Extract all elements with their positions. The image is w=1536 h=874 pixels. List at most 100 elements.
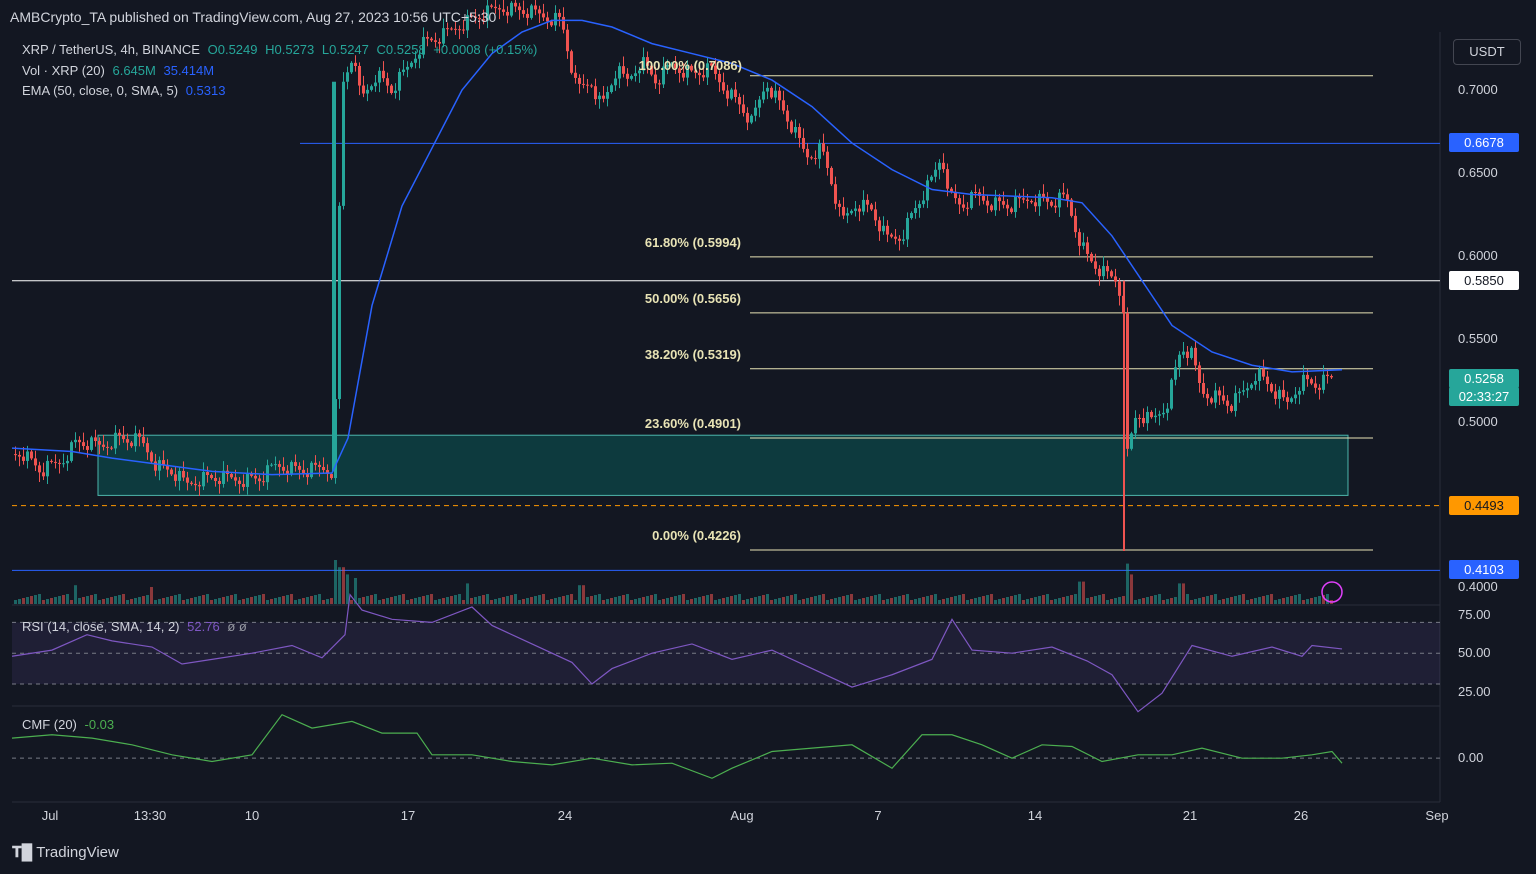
current-price-tag: 0.5258 — [1449, 368, 1519, 388]
volume-bar — [262, 594, 265, 604]
volume-bar — [246, 598, 249, 604]
candle-body — [362, 85, 365, 94]
candle-body — [1146, 411, 1149, 424]
candle-body — [198, 485, 201, 487]
candle-body — [246, 473, 249, 487]
candle-body — [18, 454, 21, 457]
candle-body — [98, 441, 101, 445]
candle-body — [702, 75, 705, 78]
candle-body — [634, 73, 637, 77]
candle-body — [446, 28, 449, 30]
volume-bar — [646, 596, 649, 604]
volume-bar — [122, 594, 125, 604]
candle-body — [674, 63, 677, 69]
candle-body — [350, 62, 353, 73]
volume-bar — [1050, 600, 1053, 604]
currency-button[interactable]: USDT — [1453, 39, 1521, 65]
volume-bar — [746, 599, 749, 604]
candle-body — [318, 464, 321, 467]
candle-body — [558, 12, 561, 17]
volume-bar — [774, 599, 777, 604]
time-tick: 21 — [1182, 808, 1198, 823]
candle-body — [762, 91, 765, 100]
volume-bar — [1006, 597, 1009, 604]
volume-bar — [1094, 596, 1097, 604]
volume-bar — [494, 599, 497, 604]
candle-body — [1190, 347, 1193, 358]
candle-body — [1050, 201, 1053, 206]
candle-body — [550, 21, 553, 26]
volume-bar — [658, 600, 661, 604]
volume-bar — [578, 585, 581, 604]
volume-bar — [654, 594, 657, 604]
price-tag-0.4103: 0.4103 — [1449, 560, 1519, 580]
volume-bar — [794, 594, 797, 604]
volume-bar — [42, 600, 45, 604]
volume-bar — [258, 595, 261, 604]
volume-bar — [1226, 598, 1229, 604]
candle-body — [526, 13, 529, 18]
price-tick: 0.6500 — [1458, 164, 1498, 180]
candle-body — [42, 472, 45, 477]
volume-bar — [282, 596, 285, 604]
candle-body — [166, 464, 169, 470]
time-tick: 14 — [1027, 808, 1043, 823]
volume-bar — [1058, 598, 1061, 604]
candle-body — [1042, 193, 1045, 198]
candle-body — [382, 70, 385, 79]
candle-body — [1138, 417, 1141, 419]
candle-body — [1010, 208, 1013, 213]
candle-body — [154, 461, 157, 471]
volume-bar — [1102, 594, 1105, 604]
candle-body — [638, 70, 641, 74]
candle-body — [774, 90, 777, 98]
tradingview-footer[interactable]: 𝐓█ TradingView — [12, 844, 119, 861]
candle-body — [734, 89, 737, 97]
candle-body — [430, 38, 433, 41]
volume-bar — [826, 600, 829, 604]
volume-bar — [598, 594, 601, 604]
candle-body — [1270, 384, 1273, 392]
rsi-tick: 25.00 — [1458, 683, 1491, 699]
price-tick: 0.4000 — [1458, 579, 1498, 595]
candle-body — [106, 446, 109, 448]
candle-body — [842, 206, 845, 216]
candle-body — [642, 57, 645, 71]
symbol-legend: XRP / TetherUS, 4h, BINANCE O0.5249 H0.5… — [22, 42, 537, 57]
candle-body — [826, 151, 829, 168]
volume-bar — [1178, 583, 1181, 604]
volume-bar — [1014, 595, 1017, 604]
volume-bar — [1274, 600, 1277, 604]
volume-bar — [554, 598, 557, 604]
volume-bar — [466, 583, 469, 604]
price-tick: 0.6000 — [1458, 247, 1498, 263]
volume-bar — [818, 595, 821, 604]
candle-body — [490, 5, 493, 7]
candle-body — [586, 84, 589, 86]
volume-bar — [1202, 597, 1205, 604]
volume-bar — [902, 595, 905, 604]
volume-bar — [930, 595, 933, 604]
time-tick: 17 — [400, 808, 416, 823]
candle-body — [494, 6, 497, 9]
fib-label-0: 100.00% (0.7086) — [638, 57, 742, 73]
volume-bar — [718, 599, 721, 604]
candle-body — [958, 198, 961, 205]
volume-bar — [618, 596, 621, 604]
volume-bar — [1070, 595, 1073, 604]
candle-body — [646, 57, 649, 66]
candle-body — [1002, 201, 1005, 205]
candle-body — [50, 460, 53, 462]
volume-bar — [30, 596, 33, 604]
candle-body — [578, 77, 581, 84]
candle-body — [998, 197, 1001, 202]
candle-body — [1162, 412, 1165, 415]
volume-bar — [1310, 598, 1313, 604]
volume-bar — [186, 599, 189, 604]
candle-body — [1118, 281, 1121, 296]
candle-body — [974, 191, 977, 193]
volume-bar — [950, 597, 953, 604]
candle-body — [754, 107, 757, 116]
candle-body — [310, 462, 313, 478]
